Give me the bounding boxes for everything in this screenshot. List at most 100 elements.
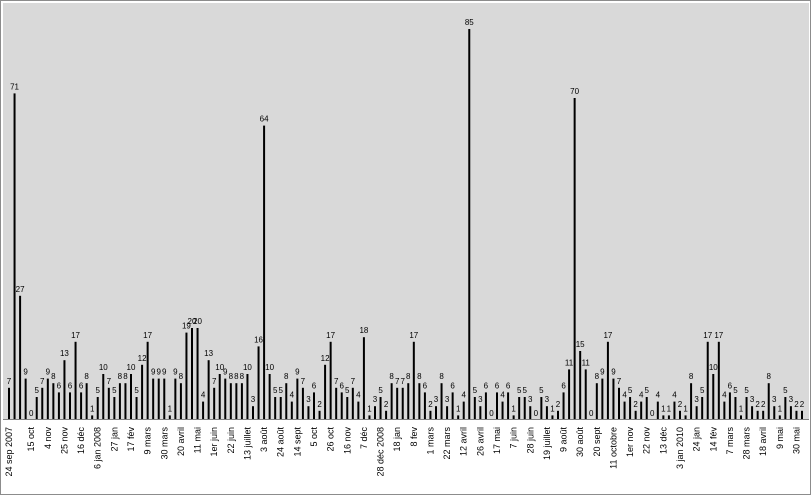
data-label: 0: [534, 409, 539, 418]
bar: [778, 415, 781, 420]
bar: [313, 392, 315, 420]
bar: [673, 401, 676, 420]
data-label: 5: [539, 386, 544, 395]
data-label: 2: [761, 400, 766, 409]
data-label: 1: [456, 404, 461, 413]
bar: [296, 378, 299, 420]
bar: [612, 378, 615, 420]
x-tick-label: 14 fév: [708, 427, 718, 452]
bar: [229, 383, 232, 420]
data-label: 6: [728, 381, 733, 390]
data-label: 15: [576, 340, 585, 349]
data-label: 3: [478, 395, 483, 404]
data-label: 17: [714, 331, 723, 340]
data-label: 1: [778, 404, 783, 413]
bar: [74, 341, 77, 420]
bar: [307, 406, 310, 420]
x-tick-label: 3 jan 2010: [675, 427, 685, 469]
bar: [268, 374, 271, 420]
x-tick-label: 17 mai: [492, 427, 502, 454]
bar: [224, 378, 227, 420]
data-label: 4: [672, 391, 677, 400]
bar: [196, 328, 199, 420]
x-tick-label: 28 mars: [742, 427, 752, 460]
bar: [529, 406, 532, 420]
bar: [246, 374, 249, 420]
data-label: 13: [204, 349, 213, 358]
x-tick-label: 3 août: [259, 427, 269, 453]
data-label: 17: [603, 331, 612, 340]
bar: [412, 341, 415, 420]
data-label: 10: [215, 363, 224, 372]
data-label: 1: [511, 404, 516, 413]
data-label: 7: [395, 377, 400, 386]
data-label: 18: [359, 326, 368, 335]
x-tick-label: 24 jan: [692, 427, 702, 452]
data-label: 2: [755, 400, 760, 409]
x-tick-label: 17 fév: [126, 427, 136, 452]
bar: [407, 383, 410, 420]
data-label: 5: [744, 386, 749, 395]
bar: [213, 387, 216, 420]
bar: [185, 332, 188, 420]
bar: [174, 378, 177, 420]
data-label: 19: [182, 322, 191, 331]
bar: [640, 401, 643, 420]
data-label: 3: [445, 395, 450, 404]
bar: [601, 378, 604, 420]
x-tick-label: 5 oct: [309, 427, 319, 447]
data-label: 6: [450, 381, 455, 390]
bar: [168, 415, 171, 420]
bar: [346, 397, 349, 420]
bar: [340, 392, 343, 420]
x-tick-label: 14 sept: [292, 427, 302, 457]
data-label: 5: [783, 386, 788, 395]
data-label: 1: [661, 404, 666, 413]
data-label: 1: [683, 404, 688, 413]
bar: [351, 387, 354, 420]
data-label: 7: [301, 377, 306, 386]
data-label: 71: [10, 82, 19, 91]
bar: [606, 341, 609, 420]
x-tick-label: 28 déc 2008: [376, 427, 386, 477]
bar: [679, 410, 681, 420]
x-tick-label: 24 août: [276, 427, 286, 458]
bar: [85, 383, 88, 420]
bar: [279, 397, 282, 420]
x-tick-label: 15 oct: [26, 427, 36, 452]
x-tick-label: 9 mai: [775, 427, 785, 449]
data-label: 7: [334, 377, 339, 386]
data-label: 8: [229, 372, 234, 381]
data-label: 8: [84, 372, 89, 381]
bar: [318, 410, 321, 420]
data-label: 4: [722, 391, 727, 400]
bar: [645, 397, 648, 420]
data-label: 8: [595, 372, 600, 381]
data-label: 5: [134, 386, 139, 395]
bar: [734, 397, 737, 420]
bar: [468, 29, 471, 420]
data-label: 8: [767, 372, 772, 381]
bar: [423, 392, 426, 420]
data-label: 12: [321, 354, 330, 363]
data-label: 3: [434, 395, 439, 404]
data-label: 2: [317, 400, 322, 409]
data-label: 9: [157, 368, 162, 377]
x-tick-label: 24 sep 2007: [4, 427, 14, 477]
data-label: 64: [260, 115, 269, 124]
x-tick-label: 18 avril: [758, 427, 768, 456]
data-label: 5: [733, 386, 738, 395]
data-label: 27: [16, 285, 25, 294]
bar: [390, 383, 393, 420]
data-label: 11: [565, 358, 574, 367]
data-label: 8: [689, 372, 694, 381]
data-label: 5: [473, 386, 478, 395]
bar: [263, 125, 266, 420]
bar: [801, 410, 803, 420]
data-label: 1: [90, 404, 95, 413]
data-label: 11: [582, 358, 591, 367]
data-label: 6: [495, 381, 500, 390]
x-tick-label: 26 avril: [475, 427, 485, 456]
data-label: 10: [243, 363, 252, 372]
